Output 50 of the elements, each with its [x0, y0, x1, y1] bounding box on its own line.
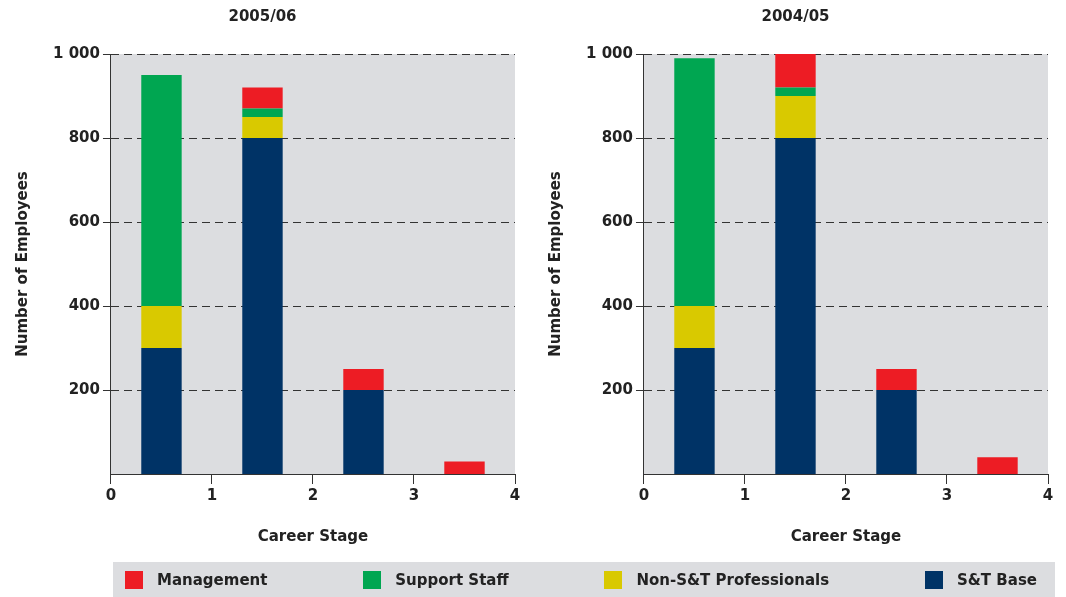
x-tick-label: 1 [206, 485, 218, 504]
chart-title: 2005/06 [228, 6, 297, 25]
bar [242, 138, 283, 474]
bar [775, 96, 816, 138]
bar [977, 457, 1018, 474]
x-tick-label: 1 [739, 485, 751, 504]
x-tick-label: 0 [638, 485, 650, 504]
bar [444, 461, 485, 474]
y-tick-label: 800 [68, 127, 100, 146]
y-tick-label: 400 [601, 295, 633, 314]
y-tick-label: 800 [601, 127, 633, 146]
x-tick-label: 3 [941, 485, 953, 504]
y-tick-label: 200 [68, 379, 100, 398]
bar [674, 306, 715, 348]
legend-label: S&T Base [956, 570, 1037, 589]
y-tick-label: 600 [68, 211, 100, 230]
x-axis-title: Career Stage [257, 526, 369, 545]
x-tick-label: 3 [408, 485, 420, 504]
bar [343, 390, 384, 474]
x-tick-label: 4 [509, 485, 521, 504]
bar [775, 138, 816, 474]
x-tick-label: 0 [105, 485, 117, 504]
bar [674, 58, 715, 306]
y-tick-label: 200 [601, 379, 633, 398]
y-axis-title: Number of Employees [545, 171, 564, 357]
y-tick-label: 1 000 [52, 43, 100, 62]
bar [141, 306, 182, 348]
y-tick-label: 600 [601, 211, 633, 230]
bar [242, 87, 283, 109]
chart-title: 2004/05 [761, 6, 830, 25]
bar [876, 390, 917, 474]
y-tick-label: 1 000 [585, 43, 633, 62]
legend-label: Non-S&T Professionals [636, 570, 830, 589]
bar [775, 54, 816, 88]
bar [343, 369, 384, 390]
y-tick-label: 400 [68, 295, 100, 314]
x-axis-title: Career Stage [790, 526, 902, 545]
bar [876, 369, 917, 390]
x-tick-label: 2 [840, 485, 852, 504]
bar [674, 348, 715, 474]
bar [242, 117, 283, 138]
bar [141, 348, 182, 474]
bar [775, 87, 816, 96]
bar [141, 75, 182, 306]
x-tick-label: 2 [307, 485, 319, 504]
bar [242, 108, 283, 117]
legend-label: Management [157, 570, 268, 589]
legend-label: Support Staff [395, 570, 509, 589]
y-axis-title: Number of Employees [12, 171, 31, 357]
x-tick-label: 4 [1042, 485, 1054, 504]
